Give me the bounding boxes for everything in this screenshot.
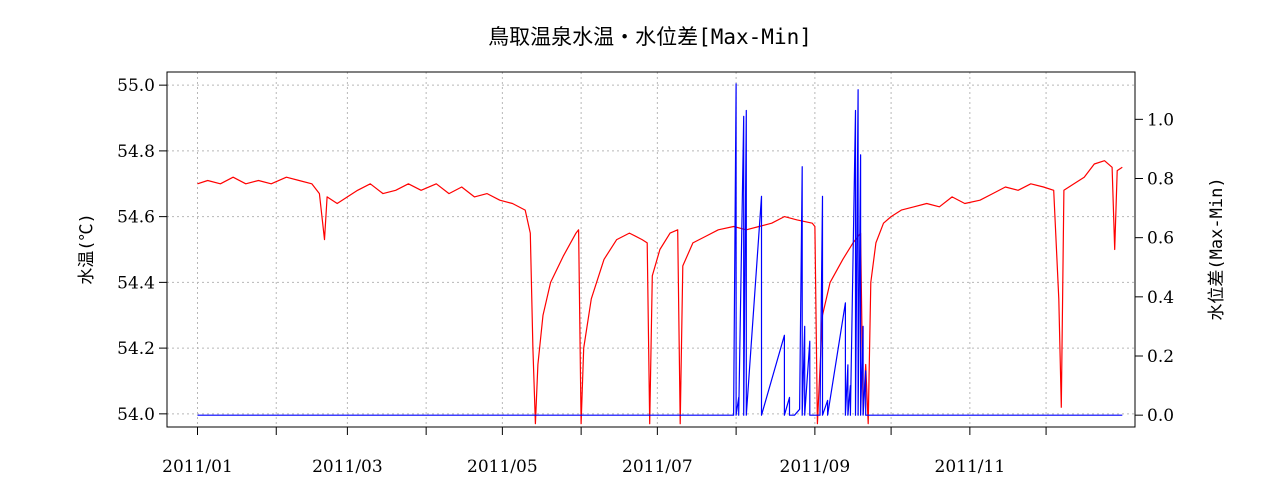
y-tick-label-right: 0.2 bbox=[1147, 347, 1174, 367]
series-layer bbox=[197, 83, 1123, 425]
x-tick-label: 2011/01 bbox=[162, 457, 233, 477]
series-line-water-level bbox=[197, 83, 1123, 416]
y-tick-label-right: 1.0 bbox=[1147, 110, 1174, 130]
y-tick-label-right: 0.8 bbox=[1147, 170, 1174, 190]
series-line-temperature bbox=[197, 160, 1123, 425]
x-tick-label: 2011/03 bbox=[312, 457, 383, 477]
x-tick-label: 2011/07 bbox=[622, 457, 693, 477]
y-tick-label-left: 54.6 bbox=[117, 208, 155, 228]
y-tick-label-left: 55.0 bbox=[117, 76, 155, 96]
grid bbox=[167, 72, 1135, 427]
y-tick-label-left: 54.8 bbox=[117, 142, 155, 162]
y-tick-label-left: 54.2 bbox=[117, 339, 155, 359]
plot-frame bbox=[166, 71, 1136, 428]
chart-title: 鳥取温泉水温・水位差[Max-Min] bbox=[488, 25, 812, 49]
y-tick-label-right: 0.4 bbox=[1147, 288, 1174, 308]
y-axis-label-right: 水位差(Max-Min) bbox=[1207, 177, 1227, 320]
y-tick-label-left: 54.4 bbox=[117, 273, 155, 293]
y-tick-label-right: 0.6 bbox=[1147, 229, 1174, 249]
x-tick-label: 2011/05 bbox=[467, 457, 538, 477]
axes: 2011/01 2011/03 2011/05 2011/07 2011/09 2011/… bbox=[117, 76, 1174, 477]
y-axis-label-left: 水温(℃) bbox=[77, 213, 97, 284]
x-tick-label: 2011/09 bbox=[780, 457, 851, 477]
y-tick-label-right: 0.0 bbox=[1147, 406, 1174, 426]
x-tick-label: 2011/11 bbox=[935, 457, 1006, 477]
y-tick-label-left: 54.0 bbox=[117, 405, 155, 425]
